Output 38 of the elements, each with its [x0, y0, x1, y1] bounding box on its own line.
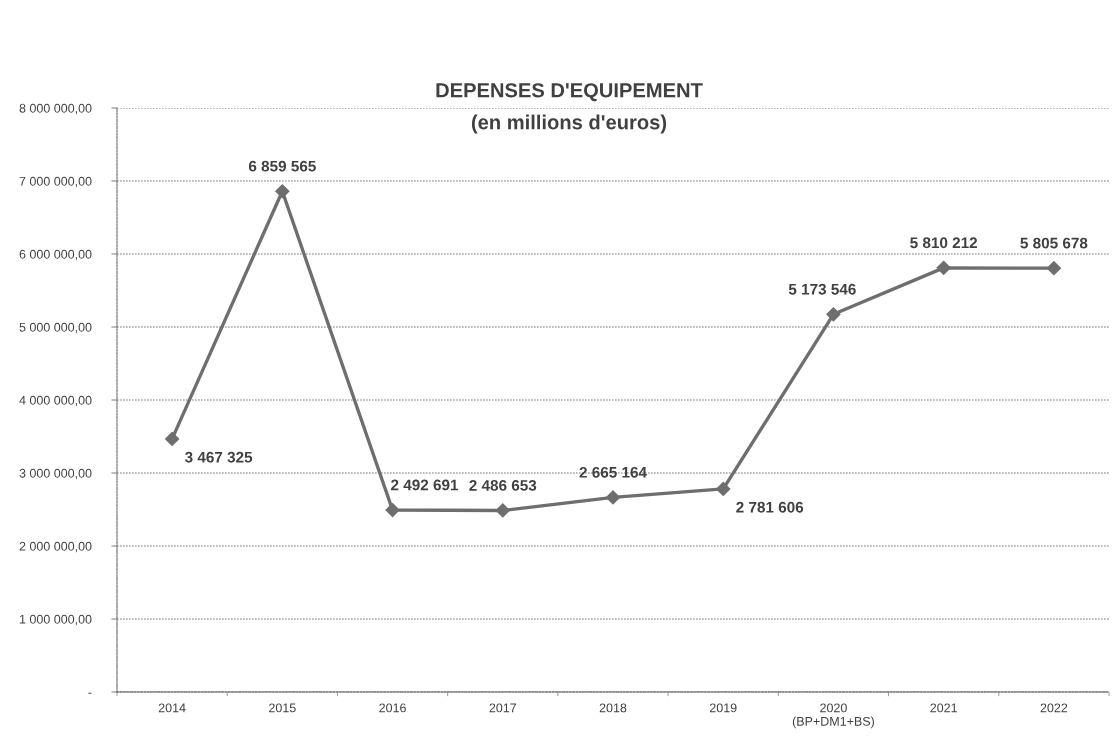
- data-label: 2 492 691: [391, 479, 459, 491]
- data-label: 2 665 164: [579, 466, 647, 478]
- y-tick-label: 2 000 000,00: [19, 541, 92, 553]
- y-tick-label: 1 000 000,00: [19, 614, 92, 626]
- x-tick-label: 2015: [269, 703, 296, 713]
- data-label: 5 805 678: [1020, 237, 1088, 249]
- point: [495, 503, 510, 518]
- data-label: 5 810 212: [910, 237, 978, 249]
- point: [165, 431, 180, 446]
- data-label: 3 467 325: [184, 451, 253, 463]
- point: [826, 307, 841, 322]
- y-tick-label: 7 000 000,00: [19, 176, 92, 188]
- y-tick-label: 5 000 000,00: [19, 322, 92, 334]
- data-label: 5 173 546: [788, 283, 856, 295]
- x-tick-label: 2017: [489, 703, 517, 713]
- point: [605, 490, 621, 505]
- chart-title: DEPENSES D'EQUIPEMENT: [436, 83, 703, 102]
- chart-subtitle: (en millions d'euros): [471, 114, 667, 134]
- point: [385, 502, 400, 518]
- data-label: 6 859 565: [248, 160, 316, 172]
- x-tick-label: 2019: [709, 703, 737, 713]
- x-tick-label: 2014: [158, 703, 186, 713]
- point: [275, 184, 290, 199]
- y-tick-label: 4 000 000,00: [19, 395, 92, 407]
- x-tick-label: 2016: [379, 703, 406, 713]
- x-tick-label: 2018: [599, 703, 627, 713]
- y-tick-label: 6 000 000,00: [19, 249, 92, 261]
- data-label: 2 486 653: [469, 479, 537, 491]
- x-tick-label: 2020 (BP+DM1+BS): [792, 703, 874, 729]
- x-tick-label: 2022: [1040, 703, 1068, 713]
- point: [1046, 261, 1061, 276]
- point: [716, 481, 731, 497]
- data-label: 2 781 606: [736, 501, 804, 513]
- x-tick-label: 2021: [930, 703, 957, 713]
- y-tick-label: -: [88, 692, 92, 694]
- y-tick-label: 8 000 000,00: [19, 103, 92, 115]
- y-tick-label: 3 000 000,00: [19, 468, 92, 480]
- point: [936, 260, 951, 275]
